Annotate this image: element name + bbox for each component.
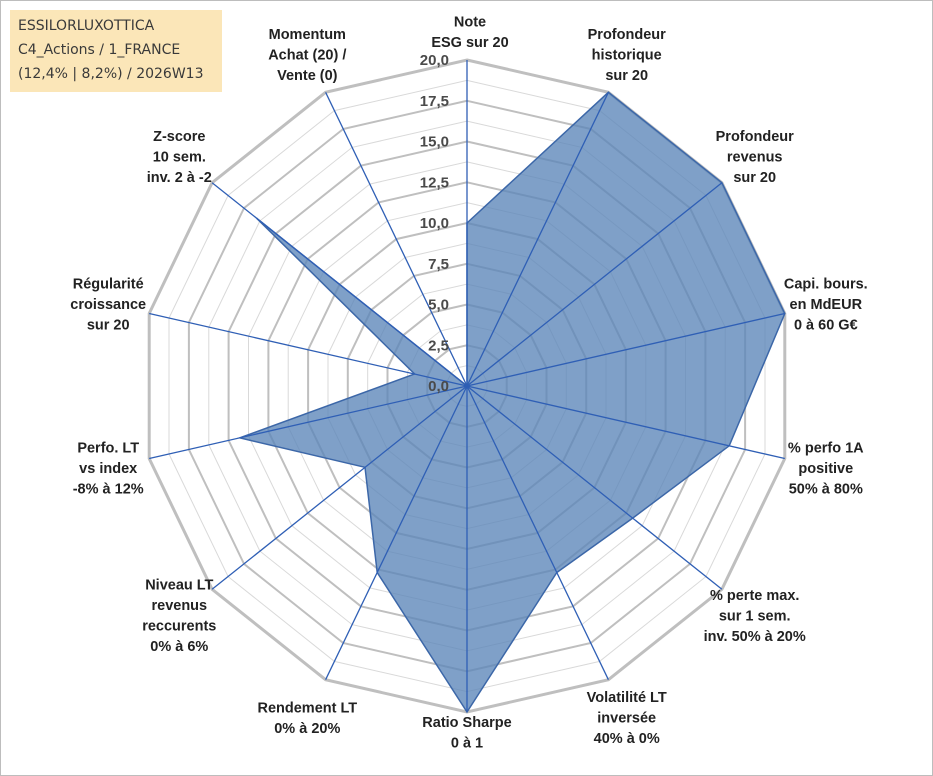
axis-label-line: historique [592, 47, 662, 63]
axis-label-line: inv. 2 à -2 [147, 170, 212, 186]
tick-labels: 0,0 2,5 5,0 7,5 10,0 12,5 15,0 17,5 20,0 [420, 52, 449, 395]
axis-label-line: Régularité [73, 277, 144, 293]
axis-label: Ratio Sharpe 0 à 1 [422, 715, 511, 752]
axis-label: % perte max. sur 1 sem. inv. 50% à 20% [704, 588, 806, 645]
company-name: ESSILORLUXOTTICA [18, 18, 155, 34]
axis-label-line: sur 20 [605, 68, 648, 84]
axis-spoke [149, 312, 468, 387]
axis-label-line: Profondeur [588, 27, 666, 43]
axis-label-line: inversée [597, 711, 656, 727]
axis-label-line: 50% à 80% [789, 481, 863, 497]
axis-label-line: croissance [70, 297, 146, 313]
title-box: ESSILORLUXOTTICA C4_Actions / 1_FRANCE (… [10, 10, 222, 92]
tick-label: 0,0 [428, 378, 449, 395]
axis-spoke [211, 385, 468, 590]
axis-label-line: Rendement LT [257, 700, 357, 716]
axis-label-line: Profondeur [716, 129, 794, 145]
data-area [237, 91, 786, 714]
axis-label-line: Vente (0) [277, 68, 338, 84]
axis-spoke [466, 385, 723, 590]
axis-labels: Note ESG sur 20 Profondeur historique sur 20… [70, 15, 867, 752]
axis-label-line: reccurents [142, 619, 216, 635]
axis-label-line: % perte max. [710, 588, 799, 604]
axis-label-line: 40% à 0% [594, 731, 660, 747]
axis-label-line: 0 à 60 G€ [794, 318, 858, 334]
tick-label: 12,5 [420, 174, 449, 191]
axis-label-line: 0% à 20% [274, 721, 340, 737]
axis-label-line: Ratio Sharpe [422, 715, 511, 731]
axis-label: Perfo. LT vs index -8% à 12% [73, 440, 144, 497]
tick-label: 17,5 [420, 93, 449, 110]
tick-label: 2,5 [428, 337, 449, 354]
axis-label-line: 0 à 1 [451, 736, 483, 752]
axis-label-line: Perfo. LT [77, 440, 139, 456]
axis-label: Momentum Achat (20) / Vente (0) [268, 27, 346, 84]
axis-label: Profondeur revenus sur 20 [716, 129, 794, 186]
axis-label-line: Capi. bours. [784, 277, 868, 293]
tick-label: 5,0 [428, 297, 449, 314]
axis-label-line: revenus [151, 598, 207, 614]
axis-label-line: inv. 50% à 20% [704, 629, 806, 645]
axis-spoke [466, 92, 609, 387]
axis-label-line: % perfo 1A [788, 440, 864, 456]
axis-label-line: positive [798, 461, 853, 477]
axis-label-line: 0% à 6% [150, 639, 208, 655]
axis-label-line: sur 1 sem. [719, 608, 791, 624]
axis-spoke [149, 385, 468, 460]
axis-label-line: vs index [79, 461, 137, 477]
axis-spoke [466, 312, 785, 387]
performance-week: (12,4% | 8,2%) / 2026W13 [18, 66, 204, 82]
axis-label: Capi. bours. en MdEUR 0 à 60 G€ [784, 277, 868, 334]
portfolio-name: C4_Actions / 1_FRANCE [18, 42, 181, 58]
axis-spoke [466, 385, 609, 680]
axis-spokes [149, 60, 785, 712]
series-area [237, 91, 786, 714]
axis-label-line: en MdEUR [790, 297, 863, 313]
axis-label-line: Achat (20) / [268, 47, 346, 63]
axis-label: Niveau LT revenus reccurents 0% à 6% [142, 578, 216, 656]
axis-spoke [466, 385, 785, 460]
axis-label-line: sur 20 [87, 318, 130, 334]
axis-label-line: Volatilité LT [587, 690, 667, 706]
axis-label-line: sur 20 [733, 170, 776, 186]
tick-label: 7,5 [428, 256, 449, 273]
axis-label: Note ESG sur 20 [431, 15, 508, 52]
tick-label: 20,0 [420, 52, 449, 69]
axis-label: Z-score 10 sem. inv. 2 à -2 [147, 129, 212, 186]
axis-label-line: revenus [727, 150, 783, 166]
tick-label: 10,0 [420, 215, 449, 232]
axis-label-line: Z-score [153, 129, 205, 145]
axis-spoke [325, 92, 468, 387]
axis-label-line: 10 sem. [153, 150, 206, 166]
axis-label-line: ESG sur 20 [431, 35, 508, 51]
axis-label: Rendement LT 0% à 20% [257, 700, 357, 737]
axis-label: Volatilité LT inversée 40% à 0% [587, 690, 667, 747]
axis-label: % perfo 1A positive 50% à 80% [788, 440, 864, 497]
axis-label-line: -8% à 12% [73, 481, 144, 497]
axis-spoke [325, 385, 468, 680]
axis-label: Régularité croissance sur 20 [70, 277, 146, 334]
axis-spoke [466, 182, 723, 387]
axis-label-line: Momentum [269, 27, 346, 43]
axis-spoke [211, 182, 468, 387]
tick-label: 15,0 [420, 134, 449, 151]
axis-label-line: Niveau LT [145, 578, 213, 594]
axis-label-line: Note [454, 15, 486, 31]
axis-label: Profondeur historique sur 20 [588, 27, 666, 84]
